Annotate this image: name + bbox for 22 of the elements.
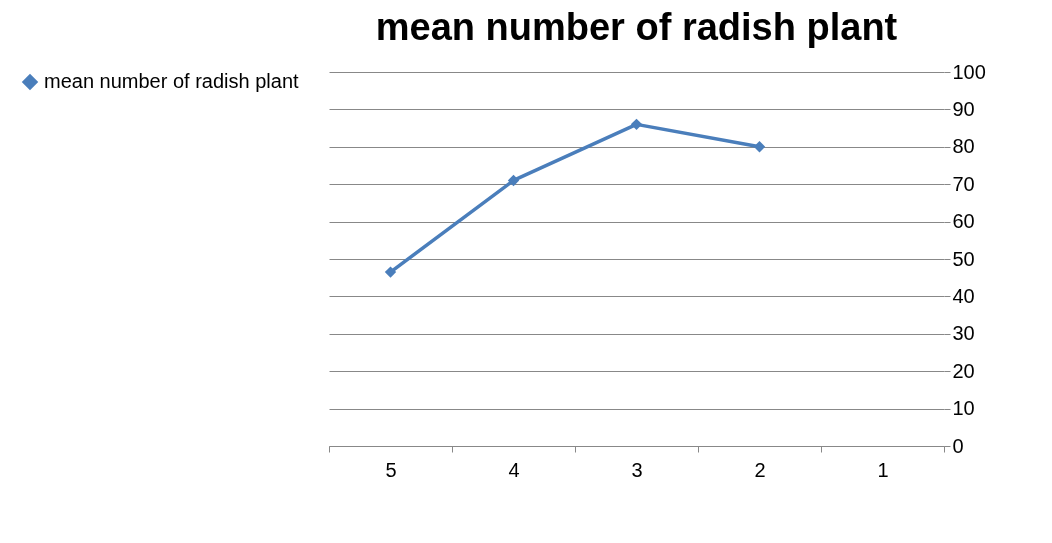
x-tick-label: 1 [877, 458, 889, 481]
y-tick-label: 10 [952, 397, 975, 420]
y-tick-label: 30 [952, 322, 975, 345]
point [630, 118, 643, 131]
point [507, 174, 520, 187]
y-tick-label: 100 [952, 60, 986, 83]
point [753, 141, 766, 153]
y-tick-label: 80 [952, 135, 975, 158]
y-tick-label: 50 [952, 247, 975, 270]
chart-title: mean number of radish plant [375, 6, 898, 48]
y-tick-label: 20 [952, 359, 975, 382]
x-tick-label: 2 [754, 458, 766, 481]
x-tick-label: 4 [508, 458, 520, 481]
point [384, 266, 397, 278]
y-tick-label: 40 [952, 284, 975, 307]
x-tick-label: 3 [631, 458, 643, 481]
y-tick-label: 70 [952, 172, 975, 195]
legend-label: mean number of radish plant [44, 70, 300, 92]
y-tick-label: 90 [952, 97, 975, 120]
y-tick-label: 0 [952, 434, 964, 457]
y-tick-label: 60 [952, 210, 975, 233]
x-tick-label: 5 [385, 458, 397, 481]
